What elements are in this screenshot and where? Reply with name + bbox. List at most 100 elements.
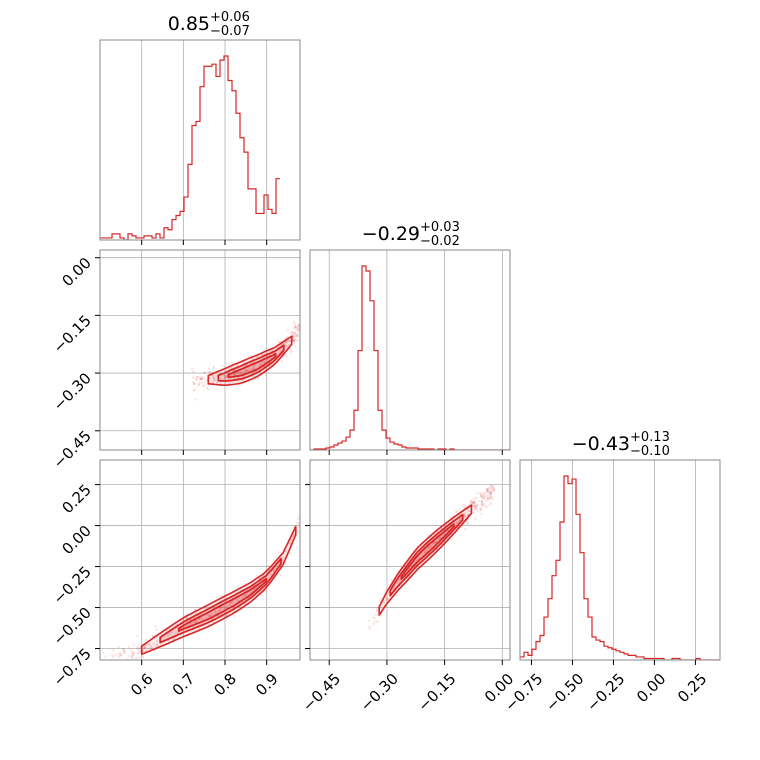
sample-point: [413, 560, 417, 563]
sample-point: [139, 647, 142, 650]
sample-point: [236, 376, 240, 379]
sample-point: [194, 377, 198, 380]
sample-point: [200, 378, 203, 381]
param-title-minus-0: −0.07: [210, 24, 250, 39]
sample-point: [464, 504, 467, 507]
sample-point: [153, 649, 157, 652]
sample-point: [194, 619, 198, 622]
sample-point: [483, 494, 486, 498]
x-tick-label: 0.8: [210, 670, 240, 700]
sample-point: [382, 601, 386, 605]
sample-point: [296, 334, 299, 337]
sample-point: [373, 617, 376, 620]
sample-point: [149, 647, 152, 650]
sample-point: [228, 381, 231, 385]
sample-point: [285, 355, 288, 358]
histogram-panel-2: [519, 459, 721, 661]
sample-point: [292, 336, 295, 339]
sample-point: [297, 328, 300, 332]
sample-point: [244, 369, 248, 372]
sample-point: [114, 653, 117, 657]
sample-point: [473, 504, 477, 508]
sample-point: [214, 379, 217, 382]
sample-point: [278, 349, 281, 352]
histogram-step-line: [310, 265, 510, 450]
sample-point: [293, 338, 296, 341]
sample-point: [219, 608, 222, 611]
sample-point: [456, 520, 459, 523]
sample-point: [481, 496, 484, 500]
sample-point: [154, 625, 157, 628]
sample-point: [297, 522, 300, 526]
sample-point: [122, 647, 125, 651]
sample-point: [127, 661, 129, 663]
sample-point: [236, 598, 239, 602]
sample-point: [205, 383, 208, 386]
x-tick-label: −0.50: [542, 670, 587, 715]
sample-point: [194, 620, 197, 624]
sample-point: [439, 536, 442, 539]
sample-point: [243, 594, 246, 597]
sample-point: [487, 497, 490, 500]
sample-point: [223, 374, 226, 377]
sample-point: [476, 504, 479, 507]
sample-point: [431, 542, 435, 546]
sample-point: [109, 664, 111, 666]
sample-point: [223, 377, 227, 380]
param-title-plus-0: +0.06: [210, 10, 250, 25]
sample-point: [242, 371, 246, 374]
sample-point: [279, 573, 282, 577]
sample-point: [193, 382, 196, 385]
sample-point: [488, 489, 491, 493]
sample-point: [204, 371, 207, 374]
sample-point: [197, 383, 200, 386]
sample-point: [122, 650, 126, 653]
sample-point: [483, 494, 486, 497]
sample-point: [485, 505, 488, 509]
sample-point: [244, 594, 248, 597]
sample-point: [287, 343, 290, 347]
sample-point: [144, 638, 148, 642]
y-tick-label: −0.45: [50, 427, 95, 472]
sample-point: [211, 377, 215, 380]
param-title-plus-1: +0.03: [420, 220, 460, 235]
x-tick-label: 0.00: [633, 670, 669, 706]
sample-point: [480, 494, 483, 498]
sample-point: [185, 616, 188, 620]
sample-point: [111, 648, 115, 652]
sample-point: [244, 370, 248, 373]
param-title-minus-2: −0.10: [630, 444, 670, 459]
sample-point: [293, 332, 297, 335]
sample-point: [196, 376, 199, 379]
sample-point: [489, 493, 492, 496]
sample-point: [488, 503, 491, 507]
sample-point: [295, 521, 298, 525]
sample-point: [480, 499, 484, 503]
sample-point: [372, 622, 376, 625]
sample-point: [296, 327, 299, 331]
sample-point: [102, 651, 105, 655]
sample-point: [203, 371, 206, 375]
sample-point: [374, 620, 377, 623]
sample-point: [221, 364, 224, 367]
sample-point: [117, 646, 120, 649]
sample-point: [195, 375, 198, 379]
sample-point: [201, 384, 205, 387]
sample-point: [261, 593, 264, 597]
sample-point: [202, 385, 205, 388]
sample-point: [143, 647, 146, 650]
sample-point: [471, 501, 474, 504]
sample-point: [137, 651, 140, 654]
sample-point: [168, 633, 171, 636]
sample-point: [155, 645, 158, 648]
sample-point: [225, 361, 229, 365]
sample-point: [296, 518, 300, 521]
sample-point: [454, 511, 458, 514]
sample-point: [290, 350, 293, 353]
sample-point: [490, 484, 494, 488]
sample-point: [200, 377, 203, 380]
sample-point: [456, 521, 459, 524]
sample-point: [212, 365, 216, 369]
sample-point: [467, 503, 471, 506]
